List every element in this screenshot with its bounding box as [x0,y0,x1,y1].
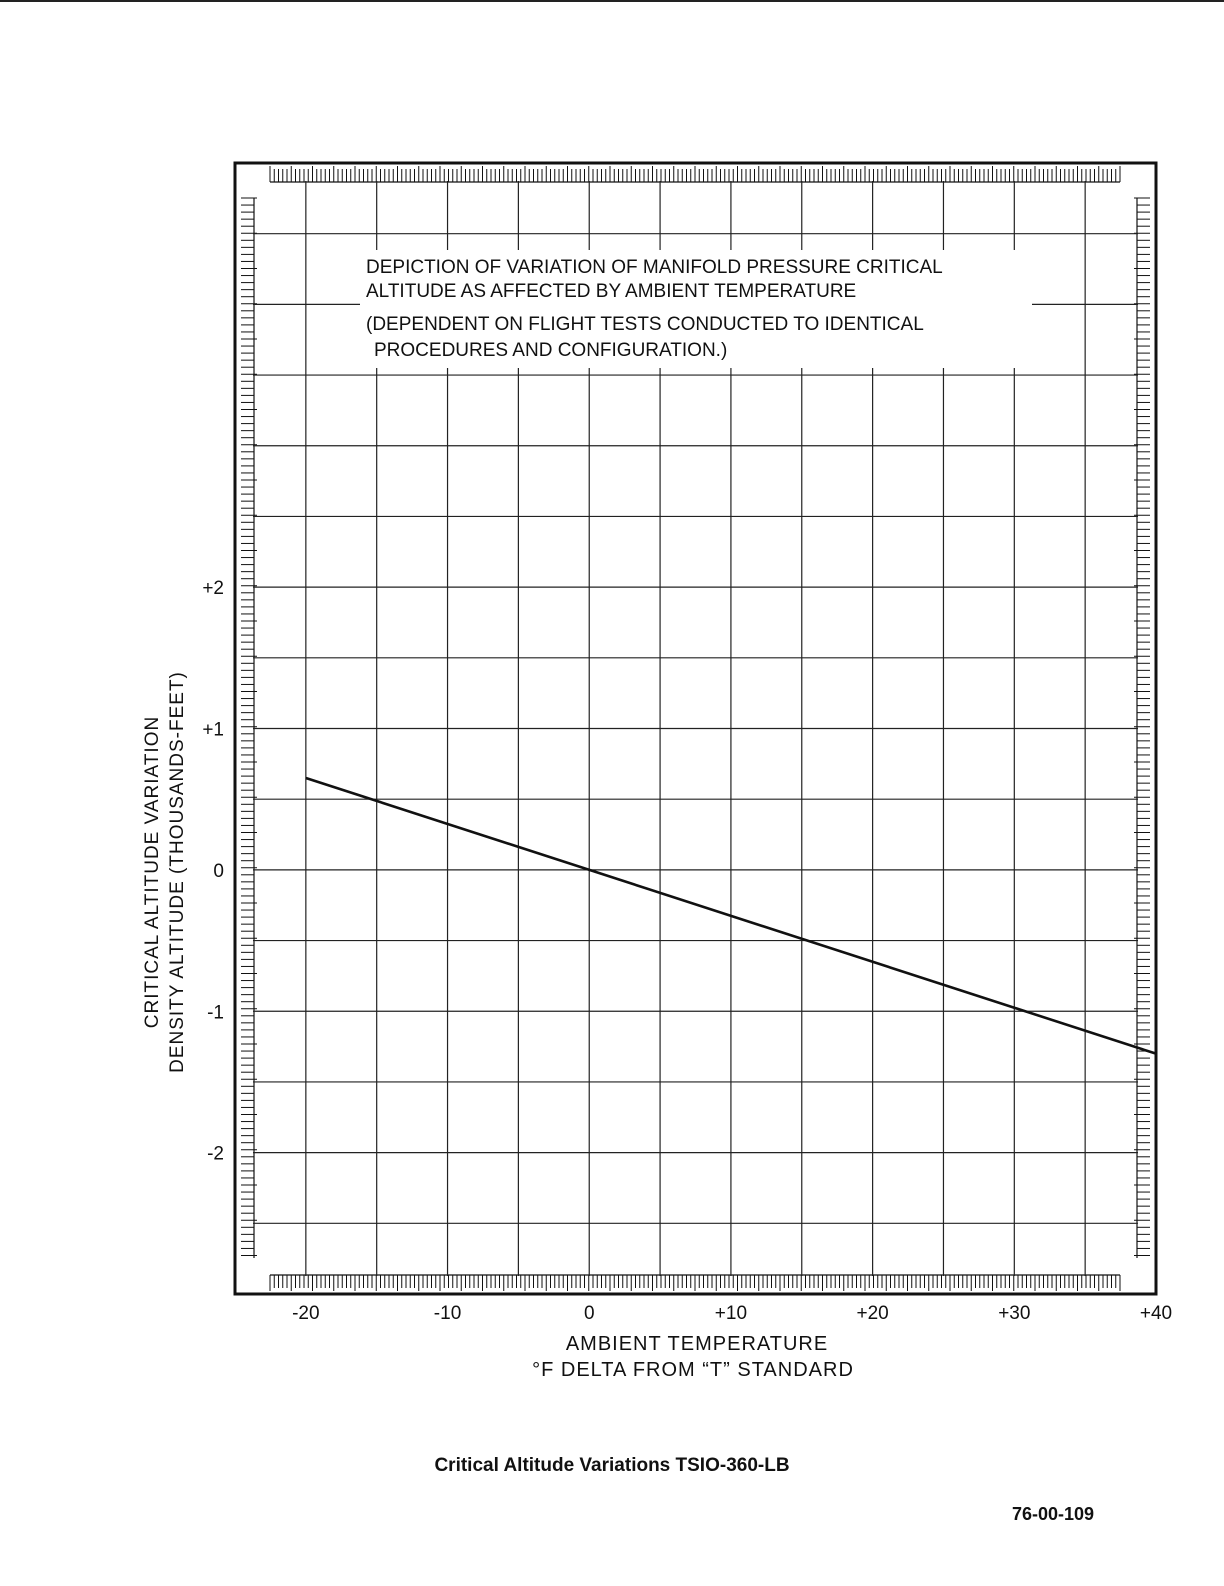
y-axis-label-line-2: DENSITY ALTITUDE (THOUSANDS-FEET) [167,671,188,1073]
annotation-line-2: ALTITUDE AS AFFECTED BY AMBIENT TEMPERAT… [366,281,856,302]
x-tick-labels: -20 -10 0 +10 +20 +30 +40 [292,1303,1172,1324]
series-line-0 [305,776,1157,1055]
x-tick-label: 0 [584,1303,595,1324]
document-number: 76-00-109 [1012,1504,1095,1524]
x-tick-label: +20 [856,1303,888,1324]
annotation-line-3: (DEPENDENT ON FLIGHT TESTS CONDUCTED TO … [366,314,924,335]
x-tick-label: +30 [998,1303,1030,1324]
annotation-background [360,250,1032,368]
chart-series [305,776,1157,1055]
y-axis-label-line-1: CRITICAL ALTITUDE VARIATION [142,716,163,1028]
y-tick-label: +2 [202,578,224,599]
y-tick-label: -2 [207,1144,224,1165]
plot-frame [233,161,1158,1296]
page-top-rule [0,0,1224,2]
annotation-line-1: DEPICTION OF VARIATION OF MANIFOLD PRESS… [366,257,943,278]
y-tick-label: 0 [213,861,224,882]
figure-caption: Critical Altitude Variations TSIO-360-LB [434,1455,790,1476]
x-tick-label: -10 [434,1303,461,1324]
x-axis-label-line-2: °F DELTA FROM “T” STANDARD [532,1359,854,1381]
x-tick-label: +10 [715,1303,747,1324]
x-tick-label: +40 [1140,1303,1172,1324]
y-tick-labels: +2 +1 0 -1 -2 [202,578,224,1165]
chart: DEPICTION OF VARIATION OF MANIFOLD PRESS… [142,161,1172,1381]
y-tick-label: +1 [202,720,224,741]
x-axis-label-line-1: AMBIENT TEMPERATURE [566,1333,828,1355]
annotation-line-4: PROCEDURES AND CONFIGURATION.) [374,340,727,361]
y-tick-label: -1 [207,1002,224,1023]
x-tick-label: -20 [292,1303,319,1324]
